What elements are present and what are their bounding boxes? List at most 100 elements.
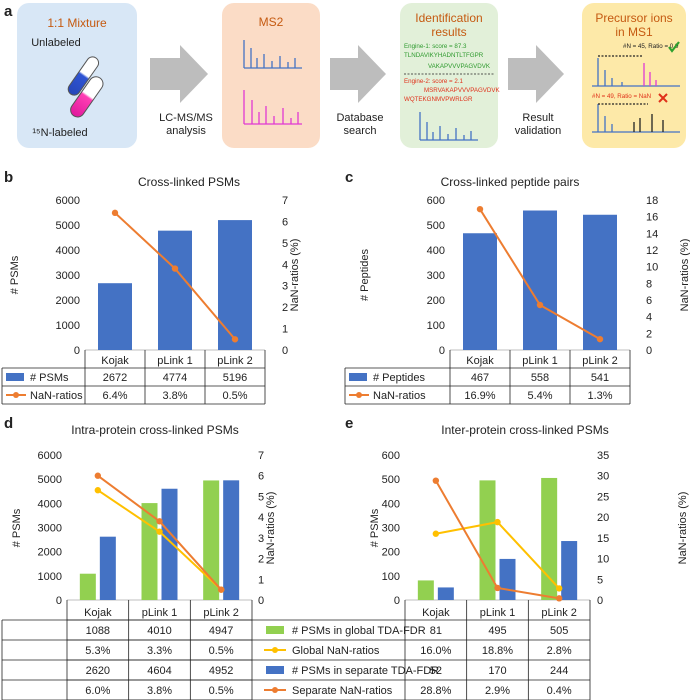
y-tick-b: 4000 — [56, 245, 80, 257]
ident-title-1: Identification — [415, 11, 482, 25]
y-tick-c: 0 — [439, 345, 445, 357]
point-b — [171, 265, 179, 272]
y-tick-d: 6000 — [38, 450, 62, 462]
y-tick-e: 200 — [382, 547, 400, 559]
shared-legend-key — [272, 647, 278, 653]
table-cell-b: 0.5% — [222, 390, 247, 402]
table-cell-d: 4010 — [147, 625, 171, 637]
step3-line1: Result — [522, 112, 553, 124]
cross-icon — [658, 93, 668, 103]
table-cell-b: 5196 — [223, 372, 247, 384]
bar-e--psms-in-global-tda-fdr — [417, 580, 434, 600]
legend-key-c — [356, 392, 362, 398]
y-tick-c: 100 — [427, 320, 445, 332]
table-cell-c: 558 — [531, 372, 549, 384]
point-b — [231, 336, 239, 343]
y2-tick-e: 35 — [597, 450, 609, 462]
category-label-e: Kojak — [422, 607, 450, 619]
y2-tick-b: 5 — [282, 238, 288, 250]
category-label-b: pLink 2 — [217, 355, 252, 367]
point-e — [555, 595, 563, 602]
bar-b--psms — [98, 283, 132, 350]
point-d — [94, 487, 102, 494]
point-e — [555, 585, 563, 592]
step1-line1: LC-MS/MS — [159, 112, 213, 124]
bar-e--psms-in-separate-tda-fdr — [437, 587, 454, 600]
mixture-title: 1:1 Mixture — [47, 16, 107, 30]
y2-tick-e: 25 — [597, 491, 609, 503]
shared-legend-label: # PSMs in separate TDA-FDR — [292, 665, 439, 677]
y-tick-d: 0 — [56, 595, 62, 607]
step1-line2: analysis — [166, 125, 206, 137]
seq2b-text: WQTEKGNMVPWRLGR — [404, 96, 473, 103]
ms1-top-text: #N = 45, Ratio = 0.9 — [623, 43, 679, 50]
y2-tick-b: 6 — [282, 216, 288, 228]
panel-label-c: c — [345, 169, 353, 186]
ms1-box — [582, 3, 686, 148]
y-tick-b: 1000 — [56, 320, 80, 332]
workflow-panel: a 1:1 Mixture Unlabeled ¹⁵N-labeled LC-M… — [4, 3, 686, 148]
bar-d--psms-in-global-tda-fdr — [203, 480, 220, 600]
category-label-d: pLink 1 — [142, 607, 177, 619]
table-cell-e: 2.9% — [485, 685, 510, 697]
point-d — [156, 518, 163, 525]
y2-axis-label-d: NaN-ratios (%) — [265, 492, 277, 565]
step3-line2: validation — [515, 125, 561, 137]
table-cell-e: 18.8% — [482, 645, 513, 657]
identification-box — [400, 3, 498, 148]
y2-tick-e: 15 — [597, 533, 609, 545]
y-axis-label-d: # PSMs — [11, 508, 23, 547]
arrow-2-icon — [330, 45, 386, 103]
seq2a-text: MSRVAKAPVVVPAGVDVK — [424, 87, 501, 94]
y-tick-d: 4000 — [38, 498, 62, 510]
bar-d--psms-in-separate-tda-fdr — [99, 536, 116, 600]
y2-tick-c: 6 — [646, 295, 652, 307]
y-tick-c: 600 — [427, 195, 445, 207]
charts-layer: b Cross-linked PSMs # PSMs NaN-ratios (%) 0 1… — [1, 169, 690, 700]
step2-line2: search — [343, 125, 376, 137]
y2-tick-b: 0 — [282, 345, 288, 357]
table-cell-e: 170 — [488, 665, 506, 677]
table-cell-b: 6.4% — [102, 390, 127, 402]
table-cell-c: 467 — [471, 372, 489, 384]
y2-tick-e: 30 — [597, 471, 609, 483]
category-label-d: Kojak — [84, 607, 112, 619]
y2-tick-d: 2 — [258, 554, 264, 566]
y-tick-b: 3000 — [56, 270, 80, 282]
point-d — [217, 586, 225, 593]
ident-title-2: results — [431, 25, 466, 39]
y-tick-d: 5000 — [38, 474, 62, 486]
category-label-b: pLink 1 — [157, 355, 192, 367]
step2-line1: Database — [336, 112, 383, 124]
ms1-top-spectrum-icon — [592, 55, 680, 87]
legend-label-c: # Peptides — [373, 372, 425, 384]
engine1-text: Engine-1: score = 87.3 — [404, 43, 467, 50]
table-cell-e: 16.0% — [420, 645, 451, 657]
y2-tick-d: 5 — [258, 491, 264, 503]
table-cell-d: 4947 — [209, 625, 233, 637]
category-label-c: pLink 1 — [522, 355, 557, 367]
y-tick-c: 300 — [427, 270, 445, 282]
bar-e--psms-in-global-tda-fdr — [479, 480, 496, 600]
shared-legend-label: Separate NaN-ratios — [292, 685, 393, 697]
arrow-3-icon — [508, 45, 564, 103]
ident-spectrum-icon — [419, 112, 478, 141]
y2-tick-d: 4 — [258, 512, 264, 524]
point-e — [494, 584, 501, 592]
unlabeled-label: Unlabeled — [31, 37, 81, 49]
category-label-d: pLink 2 — [203, 607, 238, 619]
bar-e--psms-in-global-tda-fdr — [541, 477, 558, 600]
y2-tick-b: 7 — [282, 195, 288, 207]
legend-label-c: NaN-ratios — [373, 390, 426, 402]
table-cell-b: 3.8% — [162, 390, 187, 402]
y2-axis-label-e: NaN-ratios (%) — [677, 492, 689, 565]
table-cell-d: 0.5% — [209, 645, 234, 657]
y2-axis-label-c: NaN-ratios (%) — [679, 239, 690, 312]
point-d — [156, 528, 163, 535]
point-b — [111, 209, 119, 217]
legend-key-b — [6, 373, 24, 381]
y2-axis-label-b: NaN-ratios (%) — [289, 239, 301, 312]
table-cell-b: 4774 — [163, 372, 187, 384]
table-cell-d: 6.0% — [85, 685, 110, 697]
